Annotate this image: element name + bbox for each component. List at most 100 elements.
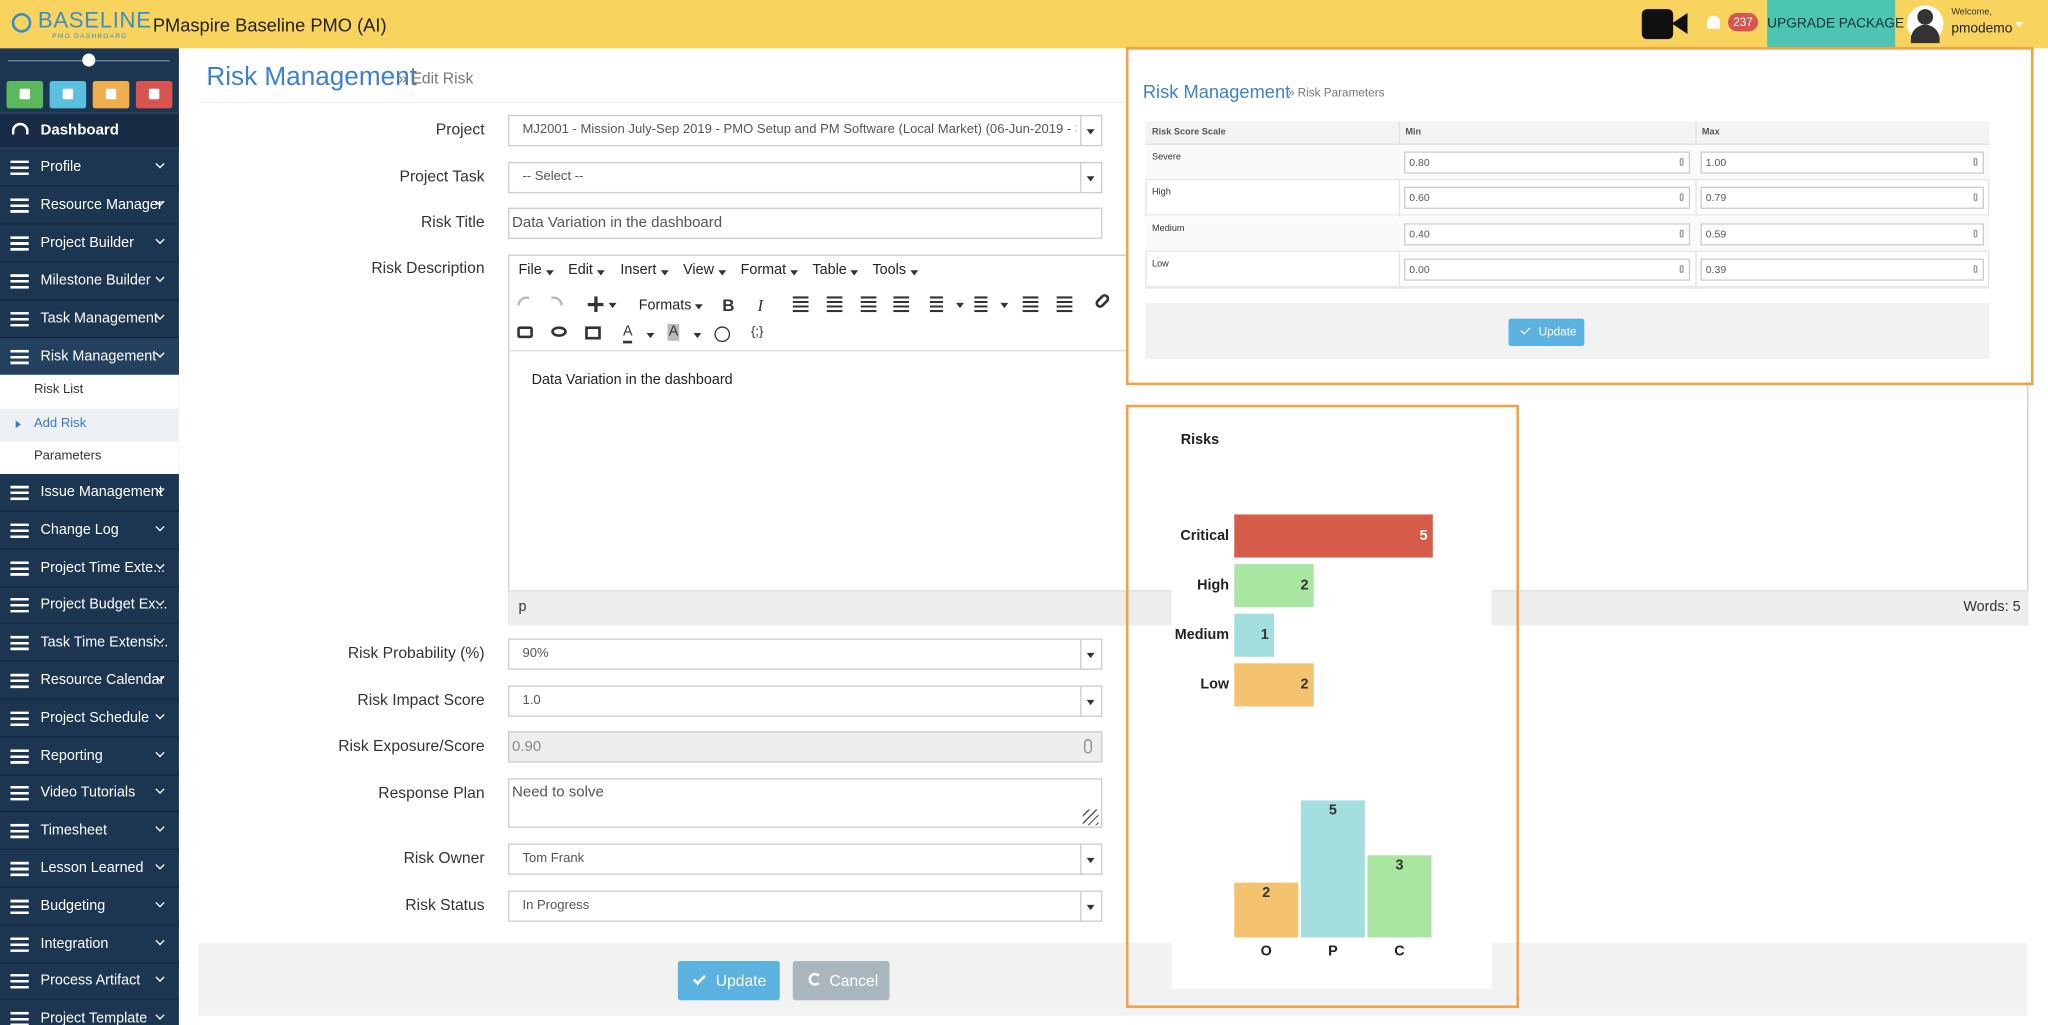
select-box[interactable] (508, 161, 1103, 194)
sidebar-item[interactable] (0, 512, 179, 550)
number-input[interactable] (1700, 258, 1984, 281)
editor-menu[interactable]: Insert (620, 262, 657, 279)
number-input[interactable] (1404, 187, 1691, 210)
undo-icon[interactable] (517, 296, 529, 306)
quick-button-icon (148, 88, 160, 100)
sidebar-item[interactable] (0, 587, 179, 625)
caret (956, 302, 964, 309)
code-button[interactable]: {;} (751, 325, 764, 340)
caret (646, 332, 655, 339)
sidebar-item[interactable] (0, 149, 179, 187)
list-icon (10, 598, 29, 613)
editor-menu[interactable]: Format (740, 262, 787, 279)
bg-color-button[interactable]: A (667, 323, 680, 341)
select-box[interactable] (508, 638, 1103, 670)
editor-menu[interactable]: File (518, 262, 542, 279)
sidebar-dashboard[interactable] (0, 112, 179, 149)
video-icon[interactable] (1641, 9, 1674, 40)
list-icon (10, 711, 29, 726)
sidebar-item[interactable] (0, 963, 179, 1001)
media-icon[interactable] (585, 326, 601, 340)
sidebar-item[interactable] (0, 338, 179, 377)
sidebar-slider-knob[interactable] (82, 53, 96, 67)
toolbar-icon[interactable] (826, 296, 843, 313)
sidebar-item[interactable] (0, 812, 179, 851)
redo-icon[interactable] (551, 296, 563, 306)
sidebar-item[interactable] (0, 474, 179, 512)
sidebar-item[interactable] (0, 262, 179, 301)
toolbar-icon[interactable] (893, 296, 910, 313)
number-input[interactable] (1700, 187, 1984, 210)
italic-button[interactable]: I (757, 295, 764, 315)
field-value: Need to solve (511, 784, 604, 801)
toolbar-icon[interactable] (1056, 296, 1073, 313)
number-input[interactable] (1404, 222, 1691, 245)
bold-button[interactable]: B (722, 295, 735, 315)
sidebar-item-label: Profile (40, 159, 82, 175)
input-box[interactable] (508, 778, 1103, 828)
category-label: P (1328, 944, 1338, 960)
list-button[interactable] (974, 296, 988, 313)
insert-icon[interactable] (587, 296, 604, 313)
sidebar-item-label: Resource Manager (40, 197, 163, 213)
sidebar-item[interactable] (0, 775, 179, 813)
parameters-update-button[interactable] (1508, 318, 1585, 347)
field-label: Risk Exposure/Score (338, 736, 485, 755)
toolbar-icon[interactable] (792, 296, 809, 313)
column (1367, 855, 1432, 938)
editor-menu[interactable]: Edit (568, 262, 593, 279)
editor-menu[interactable]: View (683, 262, 714, 279)
sidebar-item[interactable] (0, 225, 179, 263)
number-value: 0.00 (1409, 263, 1430, 276)
select-caret-box (1080, 114, 1102, 147)
app-title: PMaspire Baseline PMO (AI) (152, 14, 387, 36)
list-button[interactable] (929, 296, 944, 313)
bell-icon[interactable] (1707, 15, 1721, 29)
sidebar-item[interactable] (0, 888, 179, 926)
sidebar-item[interactable] (0, 624, 179, 663)
sidebar-item[interactable] (0, 850, 179, 888)
number-input[interactable] (1700, 222, 1984, 245)
editor-menu[interactable]: Tools (872, 262, 907, 279)
input-box[interactable] (508, 207, 1103, 239)
notification-badge[interactable]: 237 (1727, 13, 1759, 32)
sidebar-item[interactable] (0, 662, 179, 700)
sidebar-item[interactable] (0, 187, 179, 225)
column (1234, 882, 1299, 938)
input-box[interactable] (508, 731, 1103, 763)
sidebar-item[interactable] (0, 549, 179, 588)
preview-icon[interactable] (551, 326, 567, 337)
user-name[interactable]: pmodemo (1951, 20, 2013, 37)
caret (1086, 857, 1095, 864)
number-input[interactable] (1404, 258, 1691, 281)
print-icon[interactable] (517, 326, 533, 339)
update-button[interactable] (677, 961, 780, 1001)
sidebar-item[interactable] (0, 925, 179, 964)
select-box[interactable] (508, 114, 1103, 147)
caret (693, 332, 702, 339)
select-box[interactable] (508, 890, 1103, 922)
field-label: Risk Description (371, 258, 485, 277)
number-input[interactable] (1700, 151, 1984, 174)
table-header (1145, 121, 1990, 145)
video-lens (1671, 13, 1688, 34)
sidebar-item[interactable] (0, 737, 179, 776)
select-box[interactable] (508, 843, 1103, 875)
submenu-item[interactable]: Risk List (33, 382, 84, 397)
sidebar-item[interactable] (0, 700, 179, 738)
field-value: 0.90 (511, 739, 542, 755)
formats-menu[interactable]: Formats (638, 297, 692, 314)
submenu-item[interactable]: Add Risk (33, 416, 87, 431)
list-icon (10, 861, 29, 877)
submenu-item[interactable]: Parameters (33, 449, 102, 464)
font-color-button[interactable]: A (623, 324, 633, 344)
emoji-icon[interactable] (714, 326, 731, 343)
toolbar-icon[interactable] (1022, 296, 1039, 313)
upgrade-button[interactable]: UPGRADE PACKAGE (1767, 0, 1904, 49)
editor-menu[interactable]: Table (812, 262, 847, 279)
risk-level: Medium (1151, 224, 1185, 234)
sidebar-item[interactable] (0, 300, 179, 339)
number-input[interactable] (1404, 151, 1691, 174)
toolbar-icon[interactable] (860, 296, 877, 313)
select-box[interactable] (508, 685, 1103, 717)
